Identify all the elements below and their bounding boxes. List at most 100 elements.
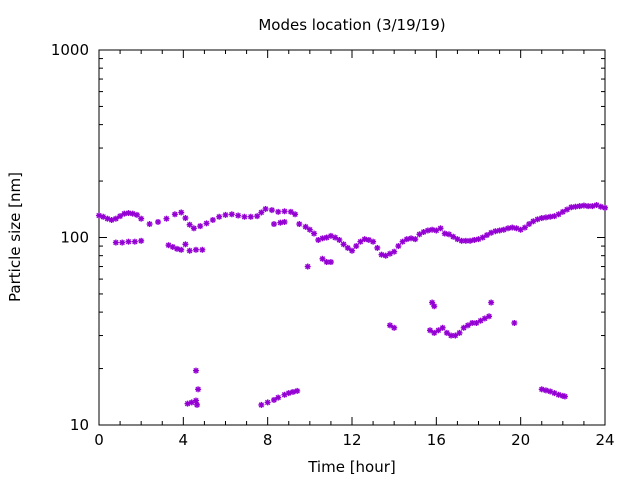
data-point	[431, 329, 438, 336]
data-point	[450, 233, 457, 240]
data-point	[429, 226, 436, 233]
data-point	[138, 215, 145, 222]
data-point	[192, 367, 199, 374]
data-point	[439, 324, 446, 331]
chart-title: Modes location (3/19/19)	[258, 16, 445, 34]
data-point	[294, 387, 301, 394]
data-point	[275, 208, 282, 215]
data-point	[580, 202, 587, 209]
data-point	[258, 209, 265, 216]
data-point	[511, 319, 518, 326]
data-point	[268, 207, 275, 214]
data-point	[386, 322, 393, 329]
data-point	[492, 228, 499, 235]
data-point	[357, 238, 364, 245]
data-point	[391, 324, 398, 331]
data-point	[112, 239, 119, 246]
data-point	[216, 213, 223, 220]
data-point	[448, 332, 455, 339]
data-point	[340, 241, 347, 248]
data-point	[378, 251, 385, 258]
data-point	[304, 263, 311, 270]
data-point	[437, 225, 444, 232]
data-point	[431, 303, 438, 310]
data-point	[222, 211, 229, 218]
data-point	[521, 224, 528, 231]
data-point	[247, 213, 254, 220]
data-point	[526, 221, 533, 228]
data-point	[262, 205, 269, 212]
data-point	[391, 248, 398, 255]
data-point	[477, 317, 484, 324]
data-point	[479, 234, 486, 241]
data-point	[602, 204, 608, 211]
data-point	[456, 329, 463, 336]
data-point	[281, 218, 288, 225]
data-point	[538, 386, 545, 393]
x-tick-label: 12	[342, 431, 361, 449]
data-point	[327, 259, 334, 266]
x-axis-label: Time [hour]	[307, 458, 396, 476]
data-point	[336, 236, 343, 243]
data-point	[473, 319, 480, 326]
data-point	[178, 246, 185, 253]
data-point	[441, 230, 448, 237]
data-point	[131, 238, 138, 245]
x-tick-label: 4	[179, 431, 189, 449]
x-tick-label: 8	[263, 431, 273, 449]
data-point	[228, 211, 235, 218]
data-point	[163, 215, 170, 222]
data-point	[199, 246, 206, 253]
data-point	[125, 210, 132, 217]
data-point	[190, 225, 197, 232]
y-tick-label: 100	[60, 229, 89, 247]
data-point	[349, 247, 355, 254]
data-point	[445, 231, 452, 238]
data-point	[186, 221, 193, 228]
data-point	[281, 208, 288, 215]
data-point	[138, 237, 145, 244]
y-axis-label: Particle size [nm]	[6, 172, 24, 302]
data-point	[467, 237, 474, 244]
data-point	[332, 234, 339, 241]
data-point	[452, 332, 459, 339]
data-point	[235, 212, 242, 219]
data-point	[374, 244, 381, 251]
data-point	[496, 227, 503, 234]
data-point	[178, 209, 185, 216]
data-point	[464, 322, 471, 329]
data-point	[195, 386, 202, 393]
ticks-layer: 0 4 8 12 16 20 24 10 100 1000	[51, 41, 615, 449]
data-point	[443, 329, 450, 336]
data-point	[353, 243, 360, 250]
data-point	[561, 393, 568, 400]
x-tick-label: 24	[595, 431, 614, 449]
data-point	[395, 243, 402, 250]
data-point	[399, 238, 406, 245]
data-point	[182, 215, 189, 222]
data-point	[517, 226, 524, 233]
points-layer	[96, 202, 608, 408]
data-point	[416, 231, 423, 238]
data-point	[412, 236, 419, 243]
data-point	[564, 206, 571, 213]
data-point	[589, 203, 596, 210]
data-point	[547, 213, 554, 220]
data-point	[254, 213, 261, 220]
data-point	[433, 227, 440, 234]
data-point	[344, 244, 351, 251]
data-point	[542, 387, 549, 394]
data-point	[182, 241, 189, 248]
data-point	[241, 213, 248, 220]
data-point	[197, 223, 204, 230]
x-tick-label: 20	[511, 431, 530, 449]
data-point	[155, 218, 162, 225]
data-point	[306, 226, 313, 233]
x-tick-label: 0	[94, 431, 104, 449]
data-point	[146, 221, 153, 228]
data-point	[270, 221, 277, 228]
data-point	[460, 324, 467, 331]
data-point	[270, 396, 277, 403]
data-point	[174, 245, 181, 252]
